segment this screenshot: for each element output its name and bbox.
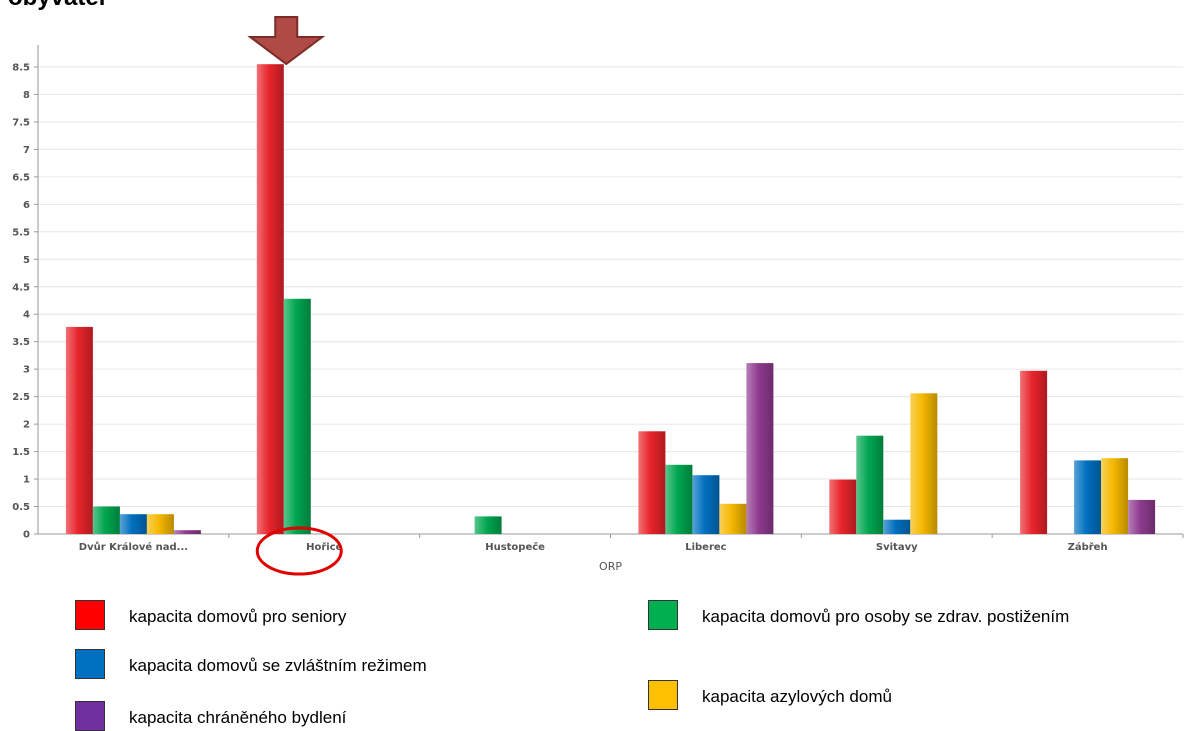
- y-tick-label: 1.5: [12, 447, 30, 458]
- x-tick-label: Hořice: [306, 541, 343, 553]
- bar: [829, 479, 857, 534]
- y-tick-label: 6: [23, 200, 30, 211]
- y-tick-label: 2: [23, 420, 30, 431]
- bar: [256, 64, 284, 534]
- y-tick-label: 3: [23, 365, 30, 376]
- bar: [638, 431, 666, 534]
- bar: [856, 435, 884, 534]
- y-tick-label: 4: [23, 310, 30, 321]
- bar: [283, 298, 311, 534]
- y-tick-label: 8: [23, 90, 30, 101]
- bar: [1128, 499, 1156, 534]
- x-tick-label: Dvůr Králové nad...: [79, 540, 188, 553]
- legend-swatch: [648, 680, 678, 710]
- bar: [173, 530, 201, 534]
- legend-label: kapacita domovů se zvláštním režimem: [129, 656, 427, 675]
- legend-label: kapacita domovů pro seniory: [129, 607, 347, 626]
- legend-item-seniors: kapacita domovů pro seniory: [75, 600, 346, 630]
- bar-chart: 0 0.5 1 1.5 2 2.5 3 3.5 4 4.5 5 5.5 6 6.5 7 7.5 8 8.5 Dvůr…: [12, 16, 1184, 576]
- legend-swatch: [75, 701, 105, 731]
- y-tick-label: 5.5: [12, 227, 30, 238]
- y-tick-label: 0: [23, 530, 30, 541]
- bar: [1074, 460, 1102, 534]
- y-tick-label: 7: [23, 145, 30, 156]
- bar: [910, 393, 938, 534]
- bar: [92, 506, 120, 534]
- y-tick-label: 7.5: [12, 117, 30, 128]
- bar: [883, 519, 911, 534]
- bar: [665, 464, 693, 534]
- bar: [692, 475, 720, 534]
- bar: [474, 516, 502, 534]
- x-tick-label: Liberec: [685, 542, 726, 553]
- bar: [1101, 458, 1129, 534]
- legend-item-disabled: kapacita domovů pro osoby se zdrav. post…: [648, 600, 1148, 630]
- y-tick-label: 4.5: [12, 282, 30, 293]
- y-tick-label: 1: [23, 475, 30, 486]
- legend-label: kapacita domovů pro osoby se zdrav. post…: [702, 607, 1070, 626]
- bar: [119, 514, 147, 534]
- x-tick-label: Hustopeče: [485, 541, 545, 553]
- highlight-ellipse: [255, 526, 343, 576]
- page-title: obyvatel: [8, 0, 105, 12]
- y-tick-label: 3.5: [12, 337, 30, 348]
- bar: [1020, 370, 1048, 534]
- bar: [746, 363, 774, 534]
- legend-label: kapacita azylových domů: [702, 687, 892, 706]
- highlight-arrow: [247, 16, 326, 66]
- bar: [65, 326, 93, 534]
- bar: [719, 503, 747, 534]
- y-tick-label: 2.5: [12, 392, 30, 403]
- y-tick-label: 5: [23, 255, 30, 266]
- x-tick-label: Svitavy: [876, 542, 918, 553]
- legend-label: kapacita chráněného bydlení: [129, 708, 347, 727]
- y-tick-label: 8.5: [12, 62, 30, 73]
- legend-swatch: [648, 600, 678, 630]
- legend-swatch: [75, 600, 105, 630]
- y-tick-label: 0.5: [12, 502, 30, 513]
- legend-item-protected-housing: kapacita chráněného bydlení: [75, 701, 346, 731]
- y-tick-label: 6.5: [12, 172, 30, 183]
- x-tick-label: Zábřeh: [1068, 541, 1108, 553]
- x-axis-title: ORP: [599, 560, 622, 573]
- legend-swatch: [75, 649, 105, 679]
- legend-item-special-regime: kapacita domovů se zvláštním režimem: [75, 649, 427, 679]
- bar: [146, 514, 174, 534]
- legend-item-shelters: kapacita azylových domů: [648, 680, 892, 710]
